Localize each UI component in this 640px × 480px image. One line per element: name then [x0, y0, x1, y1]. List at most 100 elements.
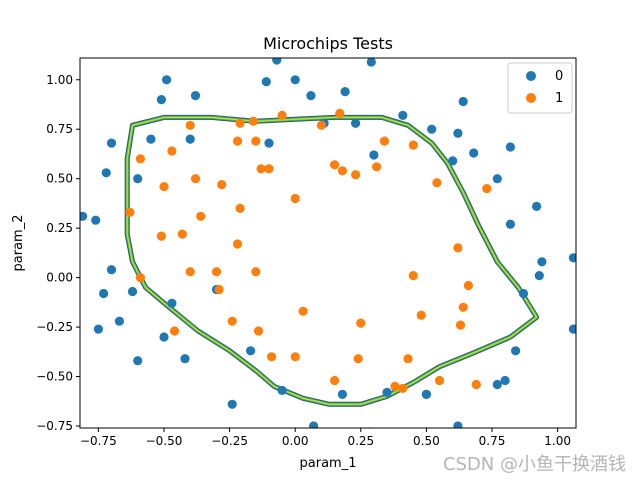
data-point-1	[167, 146, 177, 156]
data-point-0	[101, 168, 111, 178]
data-point-1	[398, 383, 408, 393]
data-point-0	[277, 385, 287, 395]
data-point-1	[235, 203, 245, 213]
data-point-1	[356, 318, 366, 328]
data-point-0	[156, 95, 166, 105]
data-point-1	[196, 211, 206, 221]
watermark: CSDN @小鱼干换酒钱	[442, 454, 626, 475]
data-point-1	[434, 375, 445, 386]
data-point-1	[185, 267, 195, 277]
axes-spine	[79, 57, 577, 429]
data-point-1	[330, 375, 340, 386]
x-tick-label: 0.25	[347, 434, 374, 448]
x-tick-label: 0.50	[413, 434, 440, 448]
data-point-0	[272, 58, 282, 65]
data-point-1	[298, 306, 308, 316]
data-point-0	[133, 356, 143, 366]
y-tick-label: 0.50	[46, 172, 73, 186]
data-point-1	[403, 354, 413, 364]
data-point-1	[251, 267, 261, 277]
data-point-0	[453, 421, 463, 428]
data-point-0	[448, 156, 458, 166]
y-tick-label: 0.75	[46, 122, 73, 136]
data-point-0	[93, 324, 103, 334]
data-point-1	[248, 116, 258, 126]
x-axis: −0.75 −0.50 −0.25 0.00 0.25 0.50 0.75 1.00	[80, 428, 571, 448]
data-point-0	[492, 174, 502, 184]
data-point-1	[335, 108, 345, 118]
decision-boundary-line	[126, 116, 538, 405]
data-point-0	[505, 142, 515, 152]
data-point-1	[232, 239, 243, 249]
y-tick-label: 1.00	[46, 73, 73, 87]
x-tick-label: −0.50	[146, 434, 183, 448]
data-point-0	[106, 265, 117, 275]
data-point-1	[190, 174, 201, 184]
y-axis: −0.75 −0.50 −0.25 0.00 0.25 0.50 0.75 1.00	[36, 73, 80, 433]
data-point-0	[146, 134, 156, 144]
data-point-1	[316, 120, 326, 130]
data-point-0	[227, 399, 237, 409]
data-point-0	[537, 257, 547, 267]
data-point-0	[571, 324, 576, 334]
x-axis-label: param_1	[300, 456, 357, 471]
data-point-0	[532, 201, 542, 211]
data-point-0	[369, 150, 379, 160]
data-point-0	[309, 421, 319, 428]
legend-label-1: 1	[555, 91, 563, 106]
data-point-1	[455, 320, 466, 330]
legend-box	[507, 62, 573, 114]
data-point-0	[382, 387, 392, 397]
data-point-0	[492, 379, 502, 390]
data-point-1	[177, 229, 187, 239]
data-point-1	[277, 110, 287, 120]
data-point-0	[91, 215, 101, 225]
legend-marker-0	[526, 71, 536, 81]
data-point-1	[416, 310, 426, 320]
data-point-1	[353, 354, 363, 364]
data-point-1	[214, 284, 224, 295]
data-point-0	[264, 138, 274, 148]
data-point-1	[372, 162, 382, 172]
data-point-1	[185, 120, 195, 130]
data-point-1	[267, 352, 277, 362]
x-tick-label: 1.00	[544, 434, 571, 448]
data-point-1	[227, 316, 237, 326]
data-point-0	[427, 124, 437, 134]
plot-area	[79, 57, 577, 429]
data-point-0	[534, 271, 544, 281]
series-1	[125, 108, 492, 393]
data-point-1	[408, 271, 418, 281]
data-point-1	[351, 170, 361, 180]
data-point-0	[162, 75, 172, 85]
y-tick-label: −0.75	[36, 419, 73, 433]
decision-boundary	[124, 114, 540, 407]
data-point-1	[390, 381, 400, 391]
data-point-1	[135, 154, 145, 164]
data-point-0	[458, 96, 468, 107]
data-point-0	[505, 219, 515, 229]
data-point-0	[261, 77, 271, 87]
y-tick-label: 0.00	[46, 271, 73, 285]
data-point-0	[337, 389, 347, 399]
series-0	[80, 58, 576, 428]
x-tick-label: 0.00	[282, 434, 309, 448]
data-point-0	[453, 128, 463, 138]
data-point-0	[500, 375, 510, 386]
data-point-0	[340, 87, 350, 97]
data-point-1	[330, 160, 340, 170]
data-point-0	[246, 346, 256, 356]
data-point-1	[482, 184, 492, 194]
data-point-0	[106, 138, 117, 148]
data-point-0	[185, 134, 195, 144]
data-point-0	[366, 58, 376, 67]
data-point-1	[217, 180, 227, 190]
data-point-0	[133, 174, 143, 184]
data-point-1	[235, 118, 245, 128]
data-point-1	[253, 326, 264, 336]
data-point-1	[337, 166, 347, 176]
data-point-0	[290, 75, 300, 85]
legend: 0 1	[507, 62, 573, 114]
data-point-0	[469, 148, 479, 158]
data-point-1	[125, 207, 135, 217]
